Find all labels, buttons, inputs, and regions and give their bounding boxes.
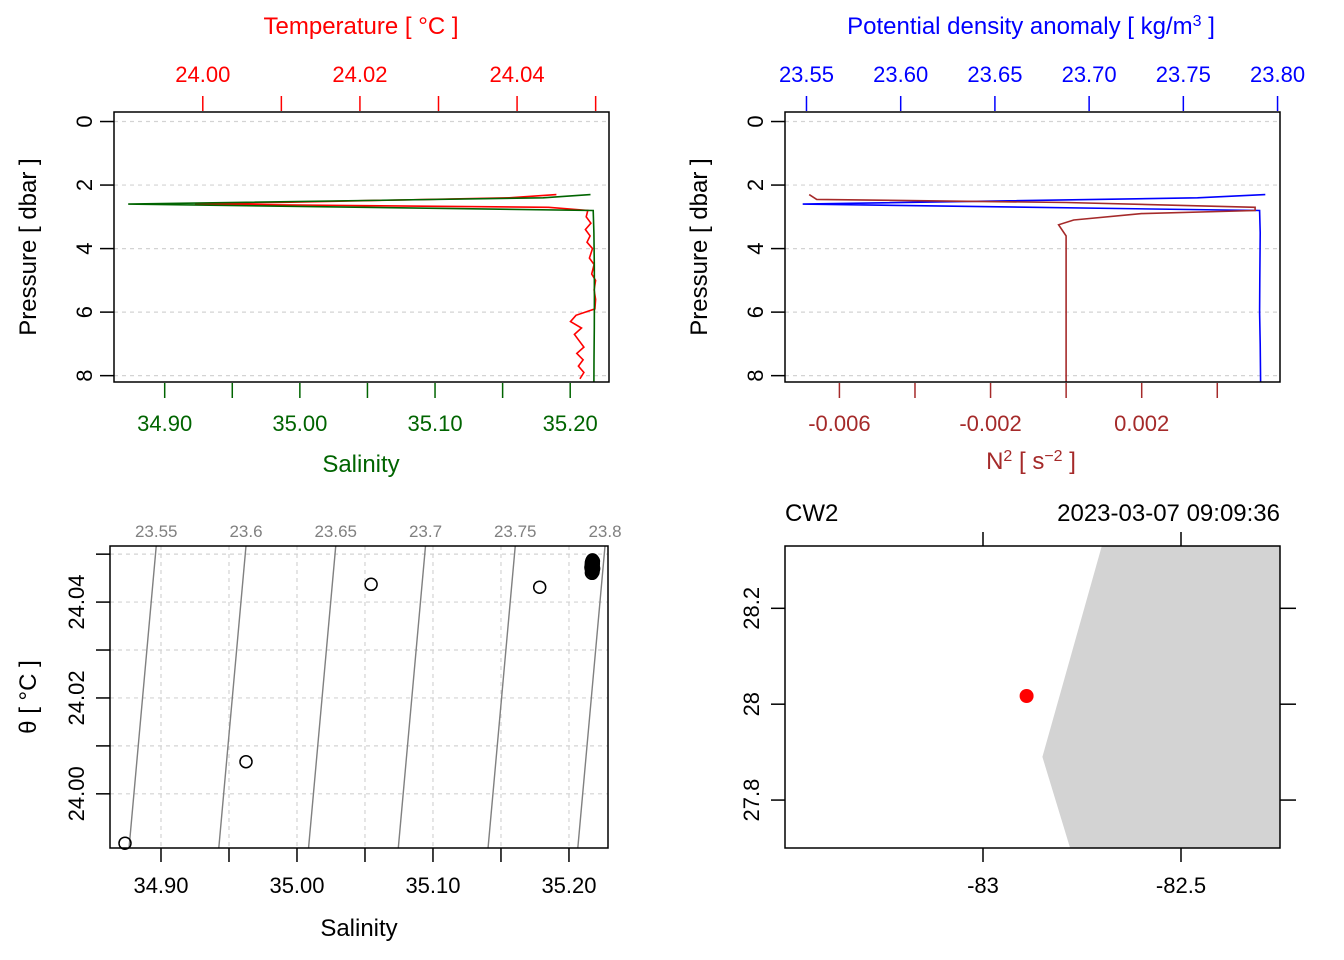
p1-series <box>128 193 597 383</box>
p2-axes: 0 2 4 6 8 23.55 23.60 23.65 23.70 23.75 23.80 -0.00… <box>743 62 1305 436</box>
p2-plot-frame <box>784 111 1281 383</box>
p3-grid <box>110 546 608 848</box>
p2-top-tick-label: 23.55 <box>779 62 834 87</box>
isopycnal-label: 23.8 <box>588 522 621 541</box>
p1-bottom-axis-label: Salinity <box>322 451 399 478</box>
p4-x-tick-label: -83 <box>967 873 999 898</box>
ts-point <box>585 564 600 579</box>
station-marker <box>1019 689 1034 703</box>
p4-y-tick-label: 28 <box>739 692 764 716</box>
p3-points <box>118 553 601 850</box>
p4-land <box>1042 546 1280 848</box>
p2-grid <box>785 120 1280 377</box>
density-n2-profile-panel: 0 2 4 6 8 23.55 23.60 23.65 23.70 23.75 23.80 -0.00… <box>686 13 1305 476</box>
p2-y-tick-label: 0 <box>743 115 768 127</box>
p1-y-tick-label: 6 <box>72 306 97 318</box>
ts-point <box>118 836 132 850</box>
p1-bottom-tick-label: 35.00 <box>272 411 327 436</box>
p3-axes: 34.90 35.00 35.10 35.20 24.00 24.02 24.04 <box>64 553 597 898</box>
p1-bottom-tick-label: 35.10 <box>408 411 463 436</box>
p2-bottom-tick-label: 0.002 <box>1114 411 1169 436</box>
temperature-line <box>194 193 597 380</box>
isopycnal-line <box>397 545 427 849</box>
isopycnal-line <box>487 545 516 849</box>
p2-top-tick-label: 23.65 <box>967 62 1022 87</box>
p1-y-tick-label: 2 <box>72 179 97 191</box>
p1-top-tick-label: 24.00 <box>175 62 230 87</box>
p3-y-tick-label: 24.00 <box>64 766 89 821</box>
isopycnal-label: 23.75 <box>494 522 537 541</box>
p1-bottom-tick-label: 34.90 <box>137 411 192 436</box>
p1-y-axis-label: Pressure [ dbar ] <box>15 158 42 335</box>
temperature-salinity-profile-panel: 0 2 4 6 8 24.00 24.02 24.04 34.90 35.00 35.10 35.20… <box>15 13 610 478</box>
isopycnal-line <box>128 545 157 849</box>
p3-plot-frame <box>109 545 609 849</box>
land-polygon <box>1042 546 1280 848</box>
p2-series <box>802 193 1266 383</box>
isopycnal-label: 23.6 <box>229 522 262 541</box>
p2-top-tick-label: 23.80 <box>1250 62 1305 87</box>
isopycnal-label: 23.55 <box>135 522 178 541</box>
isopycnal-label: 23.7 <box>409 522 442 541</box>
p1-top-axis-label: Temperature [ °C ] <box>264 13 459 40</box>
density-line <box>802 193 1266 383</box>
ts-point <box>585 559 599 573</box>
p1-top-tick-label: 24.02 <box>332 62 387 87</box>
ts-point <box>239 754 253 769</box>
p2-top-tick-label: 23.70 <box>1062 62 1117 87</box>
p3-x-tick-label: 35.00 <box>269 873 324 898</box>
isopycnal-line <box>218 545 247 849</box>
isopycnal-line <box>577 545 606 849</box>
p1-y-tick-label: 0 <box>72 115 97 127</box>
p2-top-tick-label: 23.60 <box>873 62 928 87</box>
p2-y-tick-label: 4 <box>743 242 768 254</box>
p1-bottom-tick-label: 35.20 <box>543 411 598 436</box>
salinity-line <box>128 193 596 383</box>
p4-plot-frame <box>784 545 1281 849</box>
p2-y-tick-label: 2 <box>743 179 768 191</box>
ts-point <box>364 577 378 592</box>
p2-top-axis-label: Potential density anomaly [ kg/m3 ] <box>847 13 1215 41</box>
ts-point <box>532 580 547 594</box>
p4-axes: -83 -82.5 27.8 28 28.2 <box>739 532 1296 898</box>
p2-bottom-tick-label: -0.002 <box>959 411 1021 436</box>
p2-y-tick-label: 6 <box>743 306 768 318</box>
p3-x-tick-label: 35.10 <box>405 873 460 898</box>
p2-y-axis-label: Pressure [ dbar ] <box>686 158 713 335</box>
p2-bottom-tick-label: -0.006 <box>808 411 870 436</box>
p3-y-tick-label: 24.04 <box>64 575 89 630</box>
p1-y-tick-label: 8 <box>72 370 97 382</box>
p2-y-tick-label: 8 <box>743 370 768 382</box>
p3-y-tick-label: 24.02 <box>64 670 89 725</box>
p3-y-axis-label: θ [ °C ] <box>15 660 42 734</box>
isopycnal-line <box>307 545 337 849</box>
p4-x-tick-label: -82.5 <box>1156 873 1206 898</box>
location-map-panel: -83 -82.5 27.8 28 28.2 CW2 2023-03-07 09:09:… <box>739 500 1296 898</box>
p4-y-tick-label: 27.8 <box>739 779 764 822</box>
p1-y-tick-label: 4 <box>72 242 97 254</box>
p3-x-tick-label: 35.20 <box>541 873 596 898</box>
ts-diagram-panel: 23.55 23.6 23.65 23.7 23.75 23.8 34.90 35.00 35… <box>15 522 622 942</box>
p2-bottom-axis-label: N2 [ s−2 ] <box>986 448 1076 476</box>
p1-grid <box>114 120 609 377</box>
p1-top-tick-label: 24.04 <box>490 62 545 87</box>
isopycnal-label: 23.65 <box>314 522 357 541</box>
p1-plot-frame <box>113 111 610 383</box>
p3-x-axis-label: Salinity <box>320 915 397 942</box>
n2-line <box>808 193 1256 382</box>
p4-y-tick-label: 28.2 <box>739 587 764 630</box>
station-time: 2023-03-07 09:09:36 <box>1057 500 1280 527</box>
station-name: CW2 <box>785 500 838 527</box>
p3-x-tick-label: 34.90 <box>133 873 188 898</box>
p1-axes: 0 2 4 6 8 24.00 24.02 24.04 34.90 35.00 35.10 35.20 <box>72 62 598 436</box>
p3-isopycnals: 23.55 23.6 23.65 23.7 23.75 23.8 <box>128 522 622 849</box>
p2-top-tick-label: 23.75 <box>1156 62 1211 87</box>
p4-station <box>1019 689 1034 703</box>
